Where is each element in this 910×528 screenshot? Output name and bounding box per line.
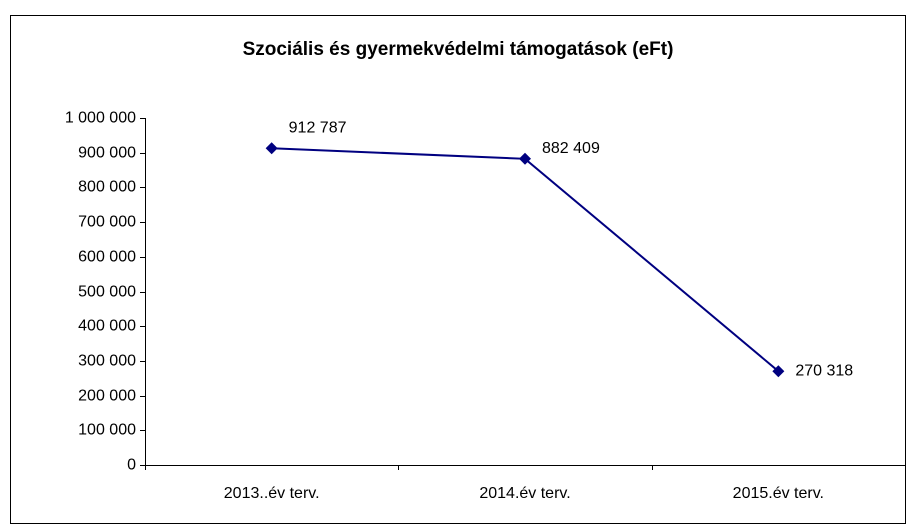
y-tick-label: 900 000 — [78, 145, 136, 162]
y-tick-label: 100 000 — [78, 422, 136, 439]
x-tick-label: 2015.év terv. — [733, 485, 824, 502]
x-tick-label: 2014.év terv. — [479, 485, 570, 502]
marker — [519, 152, 531, 165]
y-tick-label: 800 000 — [78, 179, 136, 196]
chart-title: Szociális és gyermekvédelmi támogatások … — [243, 39, 674, 60]
y-tick-label: 0 — [127, 457, 136, 474]
y-tick-label: 500 000 — [78, 284, 136, 301]
y-tick-label: 200 000 — [78, 388, 136, 405]
marker — [265, 142, 278, 155]
chart-border — [10, 15, 906, 524]
x-tick-label: 2013..év terv. — [224, 485, 320, 502]
y-tick-label: 1 000 000 — [65, 110, 136, 127]
marker — [772, 365, 785, 378]
data-label: 270 318 — [795, 362, 853, 379]
data-label: 912 787 — [289, 119, 347, 136]
y-tick-label: 300 000 — [78, 353, 136, 370]
y-tick-label: 600 000 — [78, 249, 136, 266]
y-tick-label: 700 000 — [78, 214, 136, 231]
data-label: 882 409 — [542, 140, 600, 157]
y-tick-label: 400 000 — [78, 318, 136, 335]
